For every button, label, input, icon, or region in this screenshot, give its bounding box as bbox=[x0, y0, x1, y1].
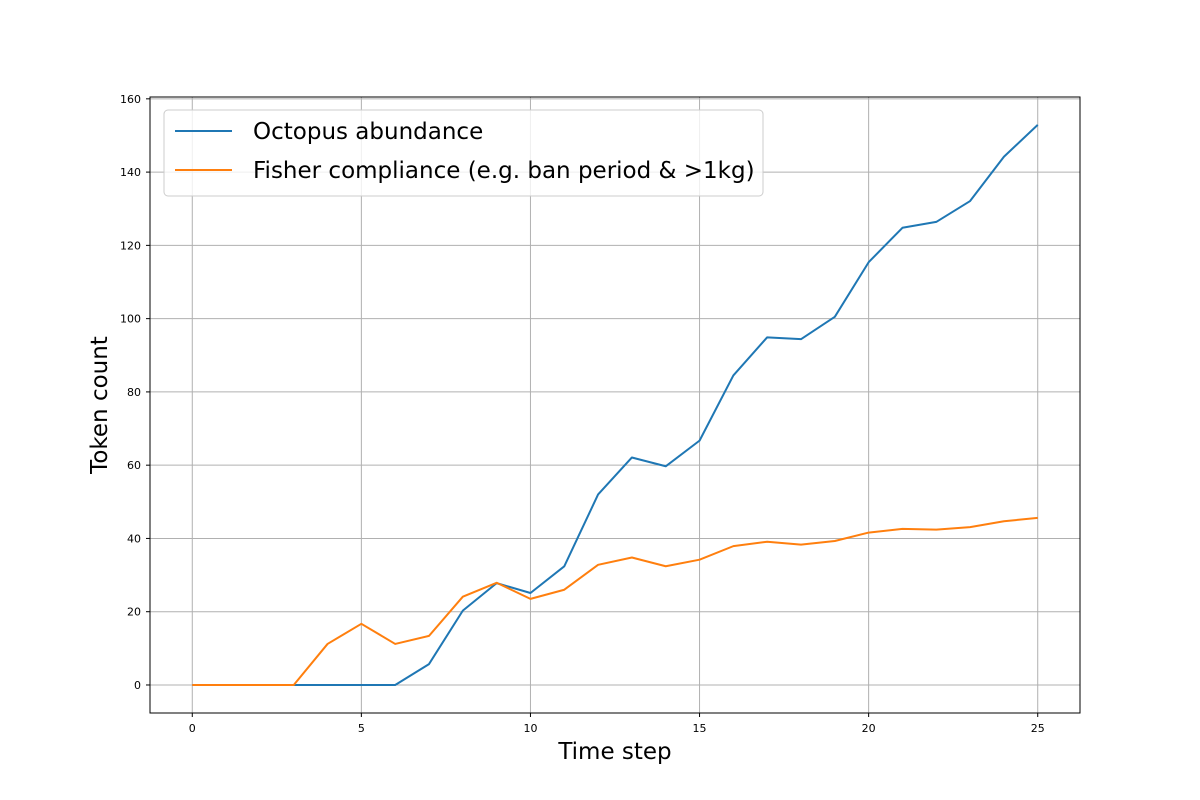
y-tick-label: 80 bbox=[127, 386, 141, 399]
data-point-fisher-compliance bbox=[191, 684, 193, 686]
legend-box bbox=[163, 109, 764, 197]
data-point-fisher-compliance bbox=[597, 564, 599, 566]
data-point-fisher-compliance bbox=[969, 526, 971, 528]
data-point-fisher-compliance bbox=[360, 623, 362, 625]
y-tick-label: 100 bbox=[120, 313, 141, 326]
data-point-octopus-abundance bbox=[327, 684, 329, 686]
data-point-octopus-abundance bbox=[1003, 156, 1005, 158]
series-line-fisher-compliance bbox=[192, 516, 1038, 686]
data-point-octopus-abundance bbox=[901, 227, 903, 229]
data-point-fisher-compliance bbox=[935, 529, 937, 531]
x-tick-label: 15 bbox=[693, 722, 707, 735]
data-point-octopus-abundance bbox=[563, 565, 565, 567]
data-point-fisher-compliance bbox=[428, 635, 430, 637]
y-tick-label: 140 bbox=[120, 166, 141, 179]
data-point-fisher-compliance bbox=[800, 544, 802, 546]
legend: Octopus abundance Fisher compliance (e.g… bbox=[163, 109, 764, 197]
data-point-fisher-compliance bbox=[1003, 520, 1005, 522]
x-tick-label: 5 bbox=[358, 722, 365, 735]
data-point-octopus-abundance bbox=[868, 261, 870, 263]
data-point-fisher-compliance bbox=[834, 540, 836, 542]
data-point-fisher-compliance bbox=[665, 565, 667, 567]
data-point-octopus-abundance bbox=[800, 338, 802, 340]
y-tick-label: 20 bbox=[127, 606, 141, 619]
data-point-fisher-compliance bbox=[868, 532, 870, 534]
data-point-fisher-compliance bbox=[327, 643, 329, 645]
legend-label-fisher-compliance: Fisher compliance (e.g. ban period & >1k… bbox=[253, 158, 755, 184]
data-point-fisher-compliance bbox=[631, 556, 633, 558]
data-point-fisher-compliance bbox=[732, 545, 734, 547]
plot-frame bbox=[149, 96, 1081, 714]
y-tick-label: 0 bbox=[134, 679, 141, 692]
data-point-octopus-abundance bbox=[699, 440, 701, 442]
y-tick-label: 160 bbox=[120, 93, 141, 106]
data-point-octopus-abundance bbox=[732, 374, 734, 376]
data-point-octopus-abundance bbox=[597, 493, 599, 495]
data-point-octopus-abundance bbox=[665, 465, 667, 467]
x-tick-label: 25 bbox=[1031, 722, 1045, 735]
data-point-octopus-abundance bbox=[935, 221, 937, 223]
y-axis-title: Token count bbox=[87, 336, 113, 475]
data-point-fisher-compliance bbox=[1037, 517, 1039, 519]
x-tick-label: 20 bbox=[862, 722, 876, 735]
data-point-fisher-compliance bbox=[901, 528, 903, 530]
data-point-octopus-abundance bbox=[394, 684, 396, 686]
data-point-fisher-compliance bbox=[225, 684, 227, 686]
data-point-fisher-compliance bbox=[259, 684, 261, 686]
y-tick-label: 60 bbox=[127, 459, 141, 472]
data-point-octopus-abundance bbox=[969, 200, 971, 202]
y-tick-label: 120 bbox=[120, 239, 141, 252]
data-point-fisher-compliance bbox=[699, 559, 701, 561]
data-point-octopus-abundance bbox=[529, 592, 531, 594]
series-layer bbox=[191, 124, 1039, 686]
data-point-fisher-compliance bbox=[529, 598, 531, 600]
data-point-fisher-compliance bbox=[394, 643, 396, 645]
data-point-octopus-abundance bbox=[1037, 124, 1039, 126]
legend-label-octopus-abundance: Octopus abundance bbox=[253, 119, 483, 145]
x-tick-label: 10 bbox=[523, 722, 537, 735]
series-line-octopus-abundance bbox=[192, 124, 1039, 686]
data-point-octopus-abundance bbox=[360, 684, 362, 686]
data-point-octopus-abundance bbox=[428, 663, 430, 665]
data-point-fisher-compliance bbox=[563, 589, 565, 591]
data-point-octopus-abundance bbox=[462, 610, 464, 612]
data-point-octopus-abundance bbox=[766, 336, 768, 338]
data-point-octopus-abundance bbox=[834, 316, 836, 318]
data-point-fisher-compliance bbox=[766, 541, 768, 543]
x-axis-title: Time step bbox=[557, 739, 671, 765]
data-point-octopus-abundance bbox=[631, 456, 633, 458]
data-point-fisher-compliance bbox=[496, 582, 498, 584]
data-point-fisher-compliance bbox=[293, 684, 295, 686]
tick-layer: 0 5 10 15 20 25 0 20 40 60 80 100 120 140 160 bbox=[120, 93, 1045, 735]
y-tick-label: 40 bbox=[127, 532, 141, 545]
x-tick-label: 0 bbox=[189, 722, 196, 735]
data-point-fisher-compliance bbox=[462, 596, 464, 598]
